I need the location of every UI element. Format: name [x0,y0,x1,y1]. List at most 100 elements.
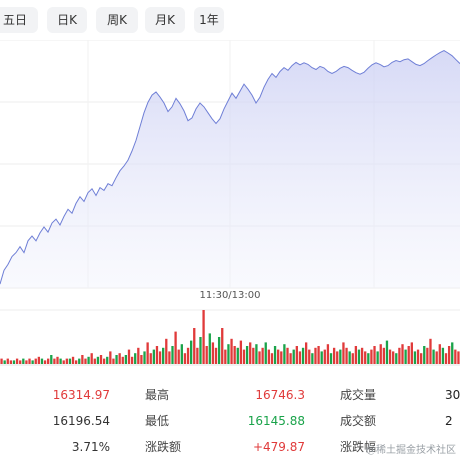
volume-bar [205,346,208,364]
volume-bar [158,351,162,364]
volume-bar [423,346,426,364]
volume-bar [174,331,177,364]
change-amount-value: +479.87 [252,440,305,454]
volume-bar [326,344,330,364]
volume-bar [56,356,59,364]
volume-bar [71,356,75,364]
volume-bar [404,349,407,364]
tab-weekly-k[interactable]: 周K [96,7,138,33]
volume-bar [388,349,392,364]
volume-bar [19,360,22,364]
volume-bar [392,351,395,364]
volume-bar [140,355,143,364]
volume-bar [323,349,326,364]
volume-bar [395,353,398,364]
volume-bar [320,351,323,364]
tab-one-year[interactable]: 1年 [194,7,224,33]
volume-bar [376,351,379,364]
volume-bar [31,360,34,364]
volume-bar [165,338,168,364]
volume-bar [332,347,336,364]
volume-bar [230,338,233,364]
volume-bars [0,310,460,364]
turnover-value: 2 [445,414,453,428]
volume-bar [112,358,115,364]
volume-bar [99,355,103,364]
volume-bar [435,351,438,364]
tab-five-day[interactable]: 五日 [0,7,38,33]
turnover-label: 成交额 [340,414,377,428]
tab-monthly-k[interactable]: 月K [145,7,185,33]
volume-bar [177,349,180,364]
volume-bar [40,358,44,364]
volume-bar [37,356,41,364]
volume-bar [43,360,47,364]
volume-bar [65,358,68,364]
volume-bar [109,351,112,364]
volume-bar [134,353,137,364]
volume-bar [22,358,25,364]
volume-bar [239,340,243,364]
volume-bar [304,342,308,364]
volume-bar [432,349,435,364]
volume-bar [87,356,90,364]
volume-bar [124,355,128,364]
volume-bar [308,349,311,364]
volume-bar [3,360,6,364]
volume-bar [106,356,109,364]
volume-bar [379,344,382,364]
high-label: 最高 [145,388,170,402]
volume-bar [364,351,367,364]
volume-bar [130,356,134,364]
volume-bar [273,346,277,364]
stats-row-low: 16196.54 最低 16145.88 成交额 2 [0,408,460,434]
volume-bar [447,346,451,364]
volume-bar [249,342,252,364]
volume-bar [429,338,432,364]
volume-bar [336,351,339,364]
volume-bar [413,351,417,364]
volume-bar [50,355,53,364]
volume-bar [351,353,354,364]
volume-bar [289,353,292,364]
volume-bar [137,347,140,364]
amplitude-value: 3.71% [71,440,110,454]
volume-bar [189,340,193,364]
volume-bar [217,337,221,364]
volume-bar [441,347,445,364]
volume-bar [152,349,156,364]
volume-bar [78,358,81,364]
volume-bar [264,342,267,364]
volume-bar [360,347,364,364]
volume-bar [295,346,298,364]
volume-bar [370,349,373,364]
volume-bar [407,346,410,364]
volume-bar [34,358,37,364]
volume-bar [345,347,348,364]
volume-bar [454,349,457,364]
quote-stats: 16314.97 最高 16746.3 成交量 300 16196.54 最低 … [0,382,460,460]
volume-value: 300 [445,388,460,402]
volume-bar [339,349,342,364]
volume-bar [193,328,196,364]
volume-bar [0,358,3,364]
volume-bar [149,353,152,364]
tab-daily-k[interactable]: 日K [47,7,87,33]
volume-bar [81,355,84,364]
volume-bar [221,328,224,364]
stats-row-high: 16314.97 最高 16746.3 成交量 300 [0,382,460,408]
volume-bar [342,342,345,364]
volume-bar [236,347,239,364]
volume-bar [451,342,454,364]
volume-bar [444,353,448,364]
volume-bar [311,353,314,364]
volume-bar [252,347,255,364]
volume-bar [186,347,190,364]
intraday-chart-svg [0,40,460,366]
volume-bar [171,346,174,364]
volume-bar [354,346,358,364]
volume-bar [426,347,429,364]
volume-bar [270,353,274,364]
volume-bar [155,346,159,364]
period-tabs: 五日 日K 周K 月K 1年 [0,7,460,33]
